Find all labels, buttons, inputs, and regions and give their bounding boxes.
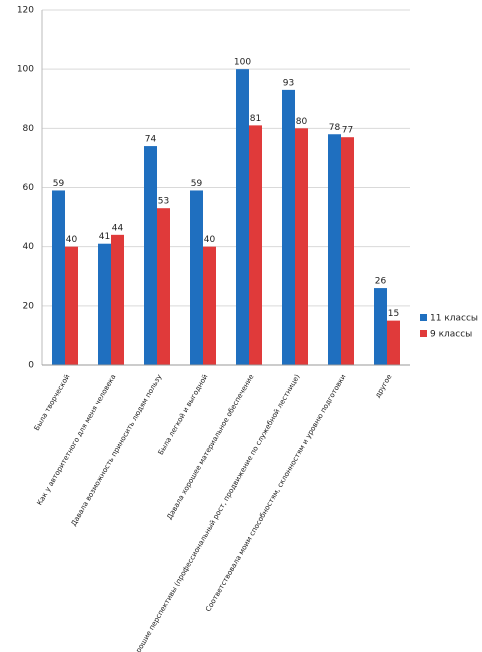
bar: [157, 208, 170, 365]
y-tick-label: 120: [17, 6, 34, 16]
x-tick-label: другое: [374, 373, 394, 399]
legend-swatch: [420, 330, 427, 337]
y-tick-label: 0: [28, 361, 34, 371]
value-label: 74: [145, 135, 157, 145]
value-label: 59: [191, 179, 203, 189]
y-tick-label: 100: [17, 65, 34, 75]
bar: [282, 89, 295, 365]
bar: [374, 288, 387, 365]
y-tick-label: 40: [23, 242, 35, 252]
legend-label: 9 классы: [430, 330, 472, 340]
value-label: 59: [53, 179, 65, 189]
legend-label: 11 классы: [430, 314, 478, 324]
bar: [65, 246, 78, 365]
value-label: 53: [158, 197, 169, 207]
value-label: 44: [112, 223, 124, 233]
value-label: 15: [388, 309, 399, 319]
bar: [203, 246, 216, 365]
value-label: 93: [283, 78, 294, 88]
bar: [387, 320, 400, 365]
value-label: 78: [329, 123, 341, 133]
bar: [144, 146, 157, 365]
value-label: 81: [250, 114, 261, 124]
x-tick-label: Давала хорошее материальное обеспечение: [165, 373, 255, 521]
y-tick-label: 60: [23, 183, 35, 193]
legend-swatch: [420, 314, 427, 321]
y-tick-label: 80: [23, 124, 35, 134]
value-label: 41: [99, 232, 110, 242]
value-label: 40: [204, 235, 216, 245]
value-label: 26: [375, 277, 387, 287]
bar: [249, 125, 262, 365]
bar: [190, 190, 203, 365]
bar: [52, 190, 65, 365]
x-tick-label: Как у авторитетного для меня человека: [36, 373, 118, 507]
value-label: 80: [296, 117, 308, 127]
value-label: 100: [234, 58, 251, 68]
bar: [341, 137, 354, 365]
x-tick-label: Была творческой: [33, 373, 72, 432]
value-label: 77: [342, 126, 353, 136]
y-tick-label: 20: [23, 301, 35, 311]
bar: [328, 134, 341, 365]
value-label: 40: [66, 235, 78, 245]
x-tick-label: Давала возможность приносить людям польз…: [70, 373, 164, 528]
bar: [111, 234, 124, 365]
bar: [236, 69, 249, 366]
bar: [295, 128, 308, 365]
x-tick-label: Была легкой и выгодной: [157, 373, 210, 456]
bar: [98, 243, 111, 365]
